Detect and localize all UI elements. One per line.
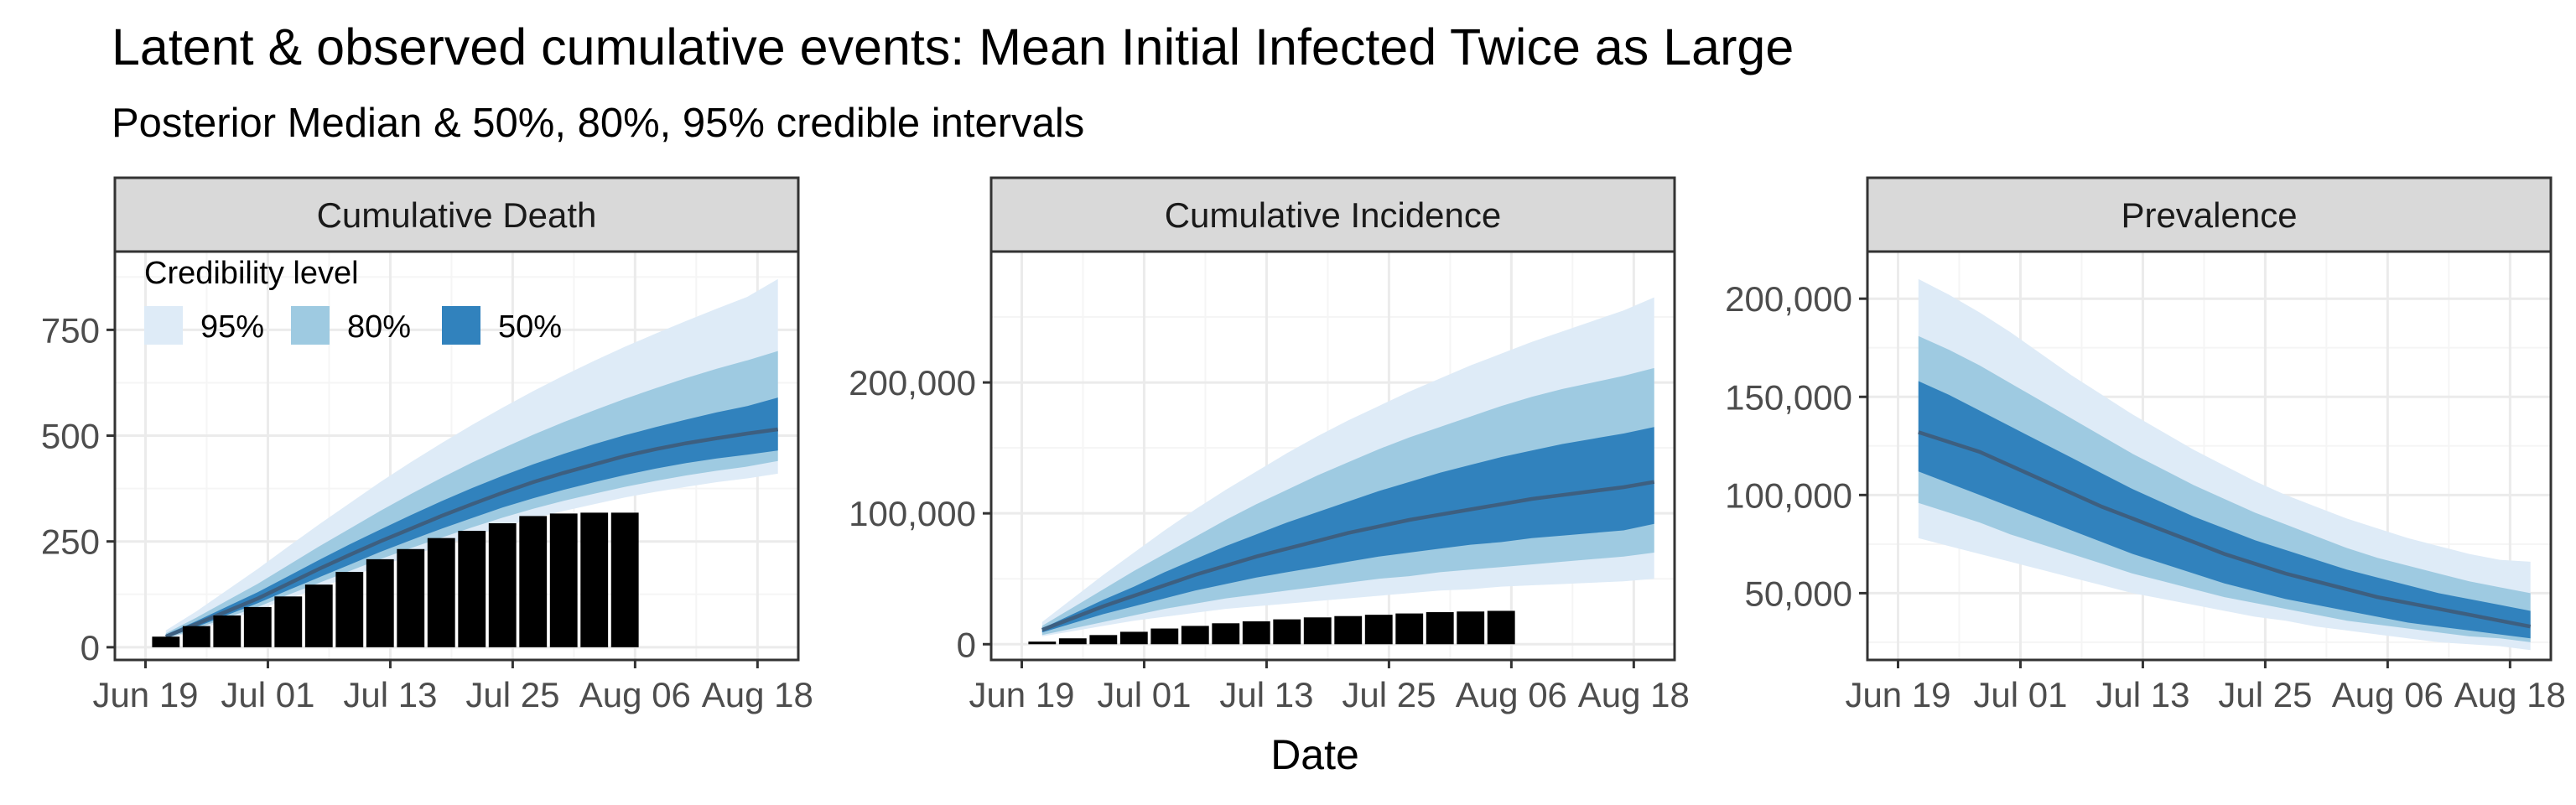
observed-bar: [427, 538, 455, 647]
panel-prevalence: Prevalence 50,000 100,000 150,000 200,000 Jun…: [1725, 176, 2566, 714]
observed-bar: [274, 596, 303, 647]
facet-strip-label: Cumulative Death: [317, 195, 597, 235]
chart-title: Latent & observed cumulative events: Mea…: [112, 18, 1794, 75]
x-tick-label: Jul 13: [1219, 675, 1313, 714]
observed-bar: [488, 522, 517, 647]
facet-strip: [989, 176, 1676, 253]
median-line: [1041, 480, 1655, 632]
observed-bar: [1395, 613, 1424, 645]
legend: Credibility level 95% 80% 50%: [144, 256, 562, 345]
x-tick-label: Jul 25: [2218, 675, 2312, 714]
y-tick-label: 250: [41, 522, 100, 562]
observed-bar: [1089, 635, 1118, 645]
legend-label: 50%: [498, 309, 562, 345]
y-tick-label: 150,000: [1725, 377, 1852, 417]
facet-strip: [113, 176, 800, 253]
observed-bar: [1028, 641, 1057, 645]
facet-strip-label: Prevalence: [2121, 195, 2297, 235]
legend-key-95: [144, 306, 183, 345]
observed-bar: [1150, 628, 1179, 645]
observed-bar: [182, 626, 210, 647]
observed-bar: [1119, 631, 1148, 645]
observed-bar: [1181, 626, 1209, 645]
median-line: [164, 427, 779, 639]
x-tick-label: Aug 18: [702, 675, 813, 714]
x-tick-label: Jul 13: [2096, 675, 2189, 714]
observed-bar: [243, 606, 272, 647]
facet-strip: [1866, 176, 2553, 253]
observed-bar: [1487, 610, 1515, 645]
y-tick-label: 500: [41, 417, 100, 456]
observed-bar: [366, 558, 394, 647]
observed-bar: [549, 513, 578, 647]
legend-key-80: [291, 306, 330, 345]
median-line: [1918, 430, 2532, 629]
x-tick-label: Jul 25: [465, 675, 559, 714]
legend-label: 80%: [347, 309, 411, 345]
y-tick-label: 200,000: [1725, 279, 1852, 319]
observed-bar: [1058, 638, 1087, 645]
observed-bar: [213, 615, 242, 647]
observed-bar: [1457, 611, 1485, 645]
x-tick-label: Jul 25: [1342, 675, 1436, 714]
y-tick-label: 200,000: [849, 363, 976, 402]
observed-bar: [1364, 615, 1393, 645]
observed-bar: [610, 512, 639, 647]
x-tick-label: Aug 06: [1456, 675, 1567, 714]
observed-bar: [519, 516, 548, 647]
x-tick-label: Jul 01: [221, 675, 314, 714]
chart-subtitle: Posterior Median & 50%, 80%, 95% credibl…: [112, 101, 1084, 146]
y-tick-label: 100,000: [849, 494, 976, 533]
x-axis-title: Date: [1270, 731, 1359, 778]
x-tick-label: Jul 13: [343, 675, 437, 714]
legend-title: Credibility level: [144, 256, 359, 291]
x-tick-label: Aug 06: [579, 675, 691, 714]
legend-label: 95%: [200, 309, 264, 345]
x-tick-label: Aug 06: [2332, 675, 2444, 714]
observed-bar: [1334, 615, 1363, 645]
x-tick-label: Jun 19: [1845, 675, 1950, 714]
observed-bar: [335, 572, 364, 647]
x-tick-label: Jun 19: [92, 675, 198, 714]
observed-bar: [458, 531, 486, 647]
x-tick-label: Aug 18: [1578, 675, 1690, 714]
y-tick-label: 0: [80, 628, 100, 667]
observed-bar: [304, 584, 333, 647]
x-tick-label: Jul 01: [1097, 675, 1191, 714]
observed-bar: [1242, 621, 1270, 645]
y-tick-label: 50,000: [1745, 574, 1852, 613]
observed-bar: [1212, 623, 1240, 645]
observed-bar: [580, 512, 609, 647]
observed-bar: [152, 636, 180, 647]
band-50: [1041, 427, 1654, 633]
facet-strip-label: Cumulative Incidence: [1165, 195, 1502, 235]
y-tick-label: 0: [957, 625, 976, 664]
band-50: [1918, 381, 2531, 639]
observed-bar: [397, 548, 425, 647]
observed-bar: [1426, 612, 1454, 645]
panels-group: Cumulative Death 0 250 500 750 Jun 19 Jul 01 Ju…: [41, 176, 2566, 714]
band-95: [1918, 278, 2531, 651]
x-tick-label: Aug 18: [2454, 675, 2566, 714]
y-tick-label: 750: [41, 310, 100, 350]
panel-cumulative-incidence: Cumulative Incidence 0 100,000 200,000 Jun 1…: [849, 176, 1690, 714]
legend-key-50: [442, 306, 480, 345]
observed-bar: [1273, 619, 1301, 645]
band-80: [1918, 335, 2531, 642]
observed-bar: [1303, 617, 1332, 645]
x-tick-label: Jun 19: [969, 675, 1074, 714]
y-tick-label: 100,000: [1725, 475, 1852, 515]
x-tick-label: Jul 01: [1973, 675, 2067, 714]
